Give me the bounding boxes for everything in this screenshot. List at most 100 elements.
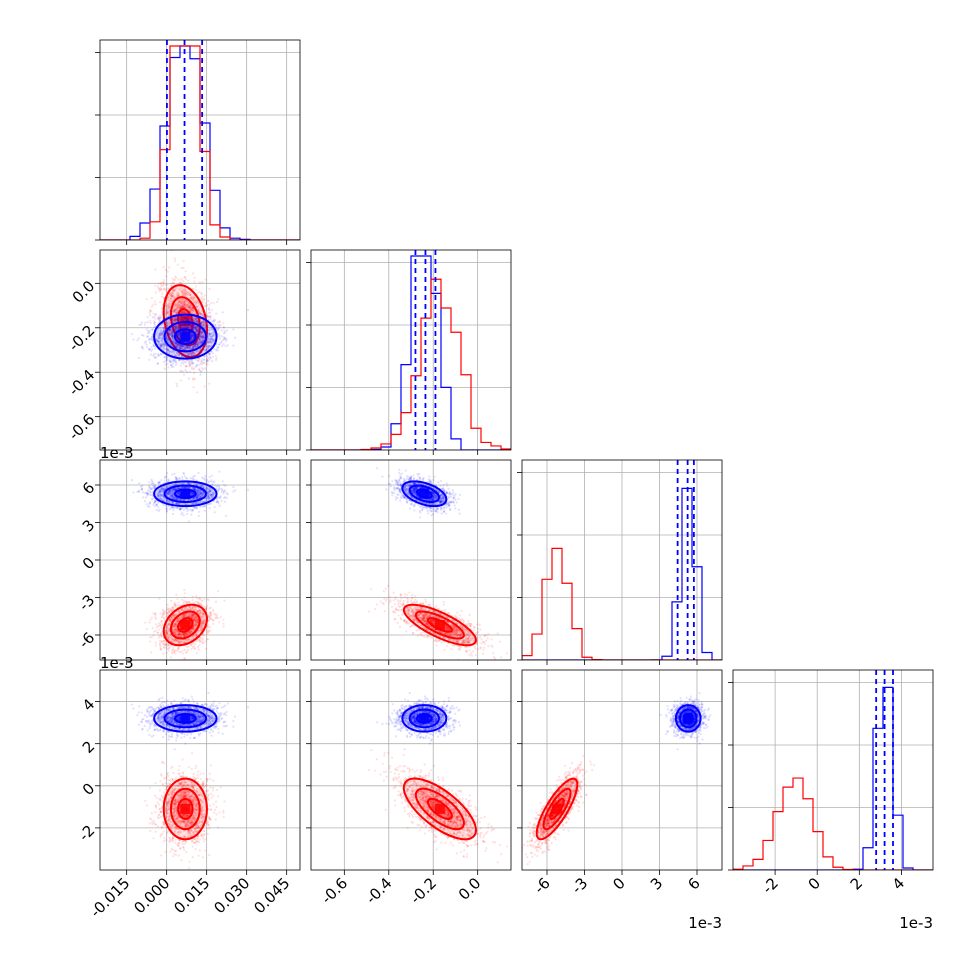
scatter-point [166, 603, 169, 606]
scatter-point [173, 318, 176, 322]
scatter-point [160, 333, 163, 336]
scatter-point [194, 303, 197, 306]
scatter-point [180, 345, 183, 348]
scatter-point [198, 640, 201, 643]
scatter-point [189, 352, 192, 355]
scatter-point [202, 297, 206, 300]
scatter-point [159, 647, 162, 650]
scatter-point [201, 280, 204, 284]
scatter-point [207, 308, 211, 311]
scatter-point [206, 346, 209, 349]
scatter-point [164, 308, 167, 311]
scatter-point [153, 317, 157, 320]
scatter-point [225, 329, 229, 332]
scatter-point [198, 290, 201, 293]
scatter-point [178, 354, 181, 357]
scatter-point [172, 357, 175, 361]
scatter-point [197, 342, 200, 345]
scatter-point [181, 311, 184, 314]
scatter-point [211, 355, 215, 358]
scatter-point [166, 287, 169, 290]
scatter-point [155, 338, 158, 341]
scatter-point [182, 259, 185, 263]
scatter-point [136, 339, 139, 342]
scatter-point [187, 520, 190, 523]
scatter-point [199, 636, 202, 640]
scatter-point [198, 312, 201, 315]
scatter-point [192, 368, 195, 371]
scatter-point [198, 358, 201, 361]
scatter-point [195, 595, 198, 598]
scatter-point [181, 305, 185, 308]
scatter-point [159, 316, 162, 319]
scatter-point [174, 606, 178, 609]
scatter-point [199, 304, 202, 307]
scatter-point [196, 301, 199, 304]
scatter-point [157, 636, 160, 639]
scatter-point [157, 318, 160, 321]
scatter-point [164, 363, 167, 366]
scatter-point [180, 361, 183, 365]
scatter-point [174, 328, 177, 331]
scatter-point [200, 363, 203, 366]
scatter-point [151, 328, 154, 331]
scatter-point [183, 346, 186, 349]
scatter-point [182, 362, 185, 365]
scatter-point [190, 308, 193, 311]
scatter-point [140, 333, 144, 337]
scatter-point [177, 601, 180, 604]
scatter-point [191, 362, 194, 365]
scatter-point [199, 361, 202, 365]
scatter-point [162, 283, 166, 286]
scatter-point [176, 302, 180, 306]
scatter-point [172, 310, 175, 313]
scatter-point [180, 266, 183, 270]
scatter-point [175, 382, 178, 385]
scatter-point [202, 321, 205, 324]
scatter-point [213, 322, 216, 325]
scatter-point [210, 612, 213, 615]
scatter-point [203, 605, 206, 608]
scatter-point [183, 293, 187, 296]
scatter-point [182, 293, 185, 296]
scatter-point [203, 358, 206, 361]
scatter-point [204, 278, 207, 281]
scatter-point [169, 330, 172, 333]
scatter-point [164, 312, 167, 315]
scatter-point [187, 359, 190, 362]
scatter-point [173, 278, 176, 281]
scatter-point [172, 333, 175, 336]
scatter-point [174, 316, 178, 319]
scatter-point [156, 362, 159, 365]
scatter-point [200, 331, 204, 334]
scatter-point [168, 299, 171, 302]
scatter-point [160, 626, 163, 629]
scatter-point [176, 303, 179, 306]
scatter-point [168, 306, 171, 309]
scatter-point [202, 298, 206, 301]
scatter-point [205, 607, 208, 610]
scatter-point [181, 359, 185, 362]
scatter-point [154, 614, 157, 617]
scatter-point [149, 618, 152, 621]
scatter-point [202, 324, 205, 327]
scatter-point [176, 597, 179, 601]
scatter-point [181, 305, 184, 308]
scatter-point [143, 323, 146, 326]
scatter-point [211, 352, 214, 355]
scatter-point [200, 298, 203, 302]
scatter-point [171, 289, 175, 292]
scatter-point [177, 326, 180, 329]
scatter-point [156, 315, 159, 318]
scatter-point [187, 279, 190, 282]
scatter-point [206, 628, 209, 631]
y-tick-label: -0.4 [65, 366, 98, 399]
scatter-point [194, 600, 197, 603]
scatter-point [178, 288, 181, 291]
scatter-point [144, 621, 147, 624]
scatter-point [206, 598, 209, 601]
scatter-point [154, 356, 157, 359]
scatter-point [222, 322, 225, 325]
scatter-point [198, 311, 201, 314]
